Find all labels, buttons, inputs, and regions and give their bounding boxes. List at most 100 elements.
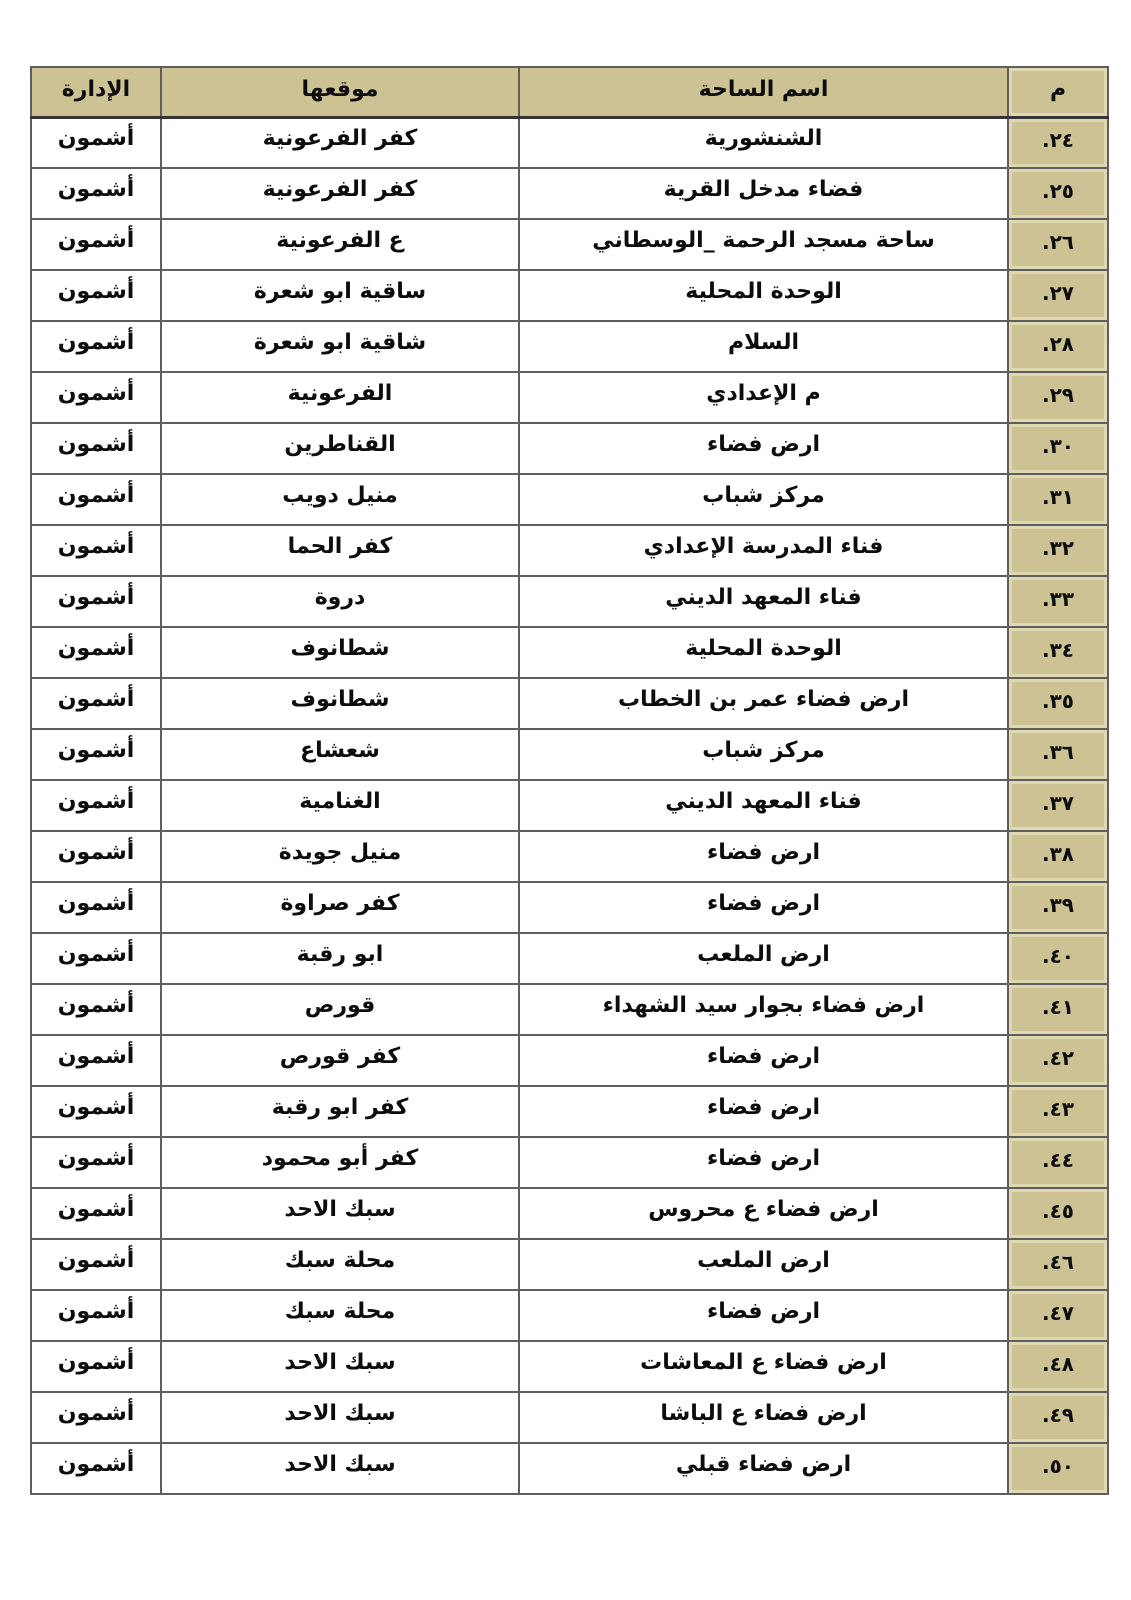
- location-cell: شاقية ابو شعرة: [160, 320, 520, 373]
- table-row: ٣١. مركز شباب منيل دويب أشمون: [30, 473, 1109, 526]
- table-row: ٤٥. ارض فضاء ع محروس سبك الاحد أشمون: [30, 1187, 1109, 1240]
- square-name-cell: ارض فضاء ع محروس: [518, 1187, 1009, 1240]
- square-name-cell: ارض الملعب: [518, 932, 1009, 985]
- row-number-cell: ٤٦.: [1007, 1238, 1109, 1291]
- row-number-cell: ٣١.: [1007, 473, 1109, 526]
- square-name-cell: ارض فضاء: [518, 881, 1009, 934]
- location-cell: كفر صراوة: [160, 881, 520, 934]
- table-row: ٤٠. ارض الملعب ابو رقبة أشمون: [30, 932, 1109, 985]
- row-number-cell: ٤٤.: [1007, 1136, 1109, 1189]
- row-number-cell: ٣٩.: [1007, 881, 1109, 934]
- location-cell: كفر ابو رقبة: [160, 1085, 520, 1138]
- row-number-cell: ٣٨.: [1007, 830, 1109, 883]
- admin-cell: أشمون: [30, 575, 162, 628]
- admin-cell: أشمون: [30, 983, 162, 1036]
- header-cell-number: م: [1007, 66, 1109, 119]
- header-cell-location: موقعها: [160, 66, 520, 119]
- table-row: ٢٩. م الإعدادي الفرعونية أشمون: [30, 371, 1109, 424]
- admin-cell: أشمون: [30, 677, 162, 730]
- location-cell: ع الفرعونية: [160, 218, 520, 271]
- table-header: م اسم الساحة موقعها الإدارة: [30, 66, 1109, 119]
- location-cell: كفر الفرعونية: [160, 167, 520, 220]
- square-name-cell: ارض فضاء: [518, 422, 1009, 475]
- location-cell: كفر قورص: [160, 1034, 520, 1087]
- row-number-cell: ٢٩.: [1007, 371, 1109, 424]
- square-name-cell: ارض فضاء قبلي: [518, 1442, 1009, 1495]
- table-row: ٢٦. ساحة مسجد الرحمة _الوسطاني ع الفرعونية…: [30, 218, 1109, 271]
- row-number-cell: ٤٣.: [1007, 1085, 1109, 1138]
- admin-cell: أشمون: [30, 626, 162, 679]
- location-cell: سبك الاحد: [160, 1391, 520, 1444]
- row-number-cell: ٣٤.: [1007, 626, 1109, 679]
- admin-cell: أشمون: [30, 728, 162, 781]
- row-number-cell: ٢٦.: [1007, 218, 1109, 271]
- location-cell: كفر الحما: [160, 524, 520, 577]
- row-number-cell: ٤٩.: [1007, 1391, 1109, 1444]
- square-name-cell: ارض فضاء عمر بن الخطاب: [518, 677, 1009, 730]
- admin-cell: أشمون: [30, 218, 162, 271]
- table-row: ٢٨. السلام شاقية ابو شعرة أشمون: [30, 320, 1109, 373]
- table-body: ٢٤. الشنشورية كفر الفرعونية أشمون ٢٥. فضاء مد…: [30, 116, 1109, 1495]
- square-name-cell: ارض فضاء بجوار سيد الشهداء: [518, 983, 1009, 1036]
- header-cell-administration: الإدارة: [30, 66, 162, 119]
- row-number-cell: ٤٠.: [1007, 932, 1109, 985]
- table-row: ٣٢. فناء المدرسة الإعدادي كفر الحما أشمون: [30, 524, 1109, 577]
- table-row: ٣٦. مركز شباب شعشاع أشمون: [30, 728, 1109, 781]
- admin-cell: أشمون: [30, 1442, 162, 1495]
- table-row: ٤٧. ارض فضاء محلة سبك أشمون: [30, 1289, 1109, 1342]
- square-name-cell: ارض فضاء ع الباشا: [518, 1391, 1009, 1444]
- table-row: ٣٩. ارض فضاء كفر صراوة أشمون: [30, 881, 1109, 934]
- table-row: ٣٧. فناء المعهد الديني الغنامية أشمون: [30, 779, 1109, 832]
- location-cell: ابو رقبة: [160, 932, 520, 985]
- location-cell: كفر أبو محمود: [160, 1136, 520, 1189]
- admin-cell: أشمون: [30, 269, 162, 322]
- row-number-cell: ٥٠.: [1007, 1442, 1109, 1495]
- row-number-cell: ٢٧.: [1007, 269, 1109, 322]
- admin-cell: أشمون: [30, 1391, 162, 1444]
- admin-cell: أشمون: [30, 1187, 162, 1240]
- admin-cell: أشمون: [30, 473, 162, 526]
- row-number-cell: ٣٥.: [1007, 677, 1109, 730]
- location-cell: منيل جويدة: [160, 830, 520, 883]
- square-name-cell: ساحة مسجد الرحمة _الوسطاني: [518, 218, 1009, 271]
- location-cell: ساقية ابو شعرة: [160, 269, 520, 322]
- row-number-cell: ٤٨.: [1007, 1340, 1109, 1393]
- table-row: ٣٠. ارض فضاء القناطرين أشمون: [30, 422, 1109, 475]
- table-row: ٣٤. الوحدة المحلية شطانوف أشمون: [30, 626, 1109, 679]
- squares-table: م اسم الساحة موقعها الإدارة ٢٤. الشنشورية…: [30, 66, 1109, 1495]
- square-name-cell: فناء المدرسة الإعدادي: [518, 524, 1009, 577]
- header-cell-square-name: اسم الساحة: [518, 66, 1009, 119]
- row-number-cell: ٣٠.: [1007, 422, 1109, 475]
- admin-cell: أشمون: [30, 371, 162, 424]
- admin-cell: أشمون: [30, 167, 162, 220]
- location-cell: سبك الاحد: [160, 1442, 520, 1495]
- square-name-cell: مركز شباب: [518, 728, 1009, 781]
- row-number-cell: ٣٦.: [1007, 728, 1109, 781]
- location-cell: القناطرين: [160, 422, 520, 475]
- row-number-cell: ٤٧.: [1007, 1289, 1109, 1342]
- square-name-cell: ارض فضاء ع المعاشات: [518, 1340, 1009, 1393]
- table-row: ٤٣. ارض فضاء كفر ابو رقبة أشمون: [30, 1085, 1109, 1138]
- location-cell: شطانوف: [160, 626, 520, 679]
- admin-cell: أشمون: [30, 932, 162, 985]
- location-cell: شطانوف: [160, 677, 520, 730]
- location-cell: قورص: [160, 983, 520, 1036]
- table-row: ٢٧. الوحدة المحلية ساقية ابو شعرة أشمون: [30, 269, 1109, 322]
- location-cell: منيل دويب: [160, 473, 520, 526]
- admin-cell: أشمون: [30, 524, 162, 577]
- admin-cell: أشمون: [30, 1238, 162, 1291]
- square-name-cell: فناء المعهد الديني: [518, 779, 1009, 832]
- admin-cell: أشمون: [30, 320, 162, 373]
- square-name-cell: م الإعدادي: [518, 371, 1009, 424]
- table-row: ٤٦. ارض الملعب محلة سبك أشمون: [30, 1238, 1109, 1291]
- square-name-cell: فناء المعهد الديني: [518, 575, 1009, 628]
- admin-cell: أشمون: [30, 1034, 162, 1087]
- row-number-cell: ٢٨.: [1007, 320, 1109, 373]
- admin-cell: أشمون: [30, 1085, 162, 1138]
- table-row: ٣٨. ارض فضاء منيل جويدة أشمون: [30, 830, 1109, 883]
- row-number-cell: ٢٤.: [1007, 116, 1109, 169]
- row-number-cell: ٣٢.: [1007, 524, 1109, 577]
- table-row: ٥٠. ارض فضاء قبلي سبك الاحد أشمون: [30, 1442, 1109, 1495]
- admin-cell: أشمون: [30, 830, 162, 883]
